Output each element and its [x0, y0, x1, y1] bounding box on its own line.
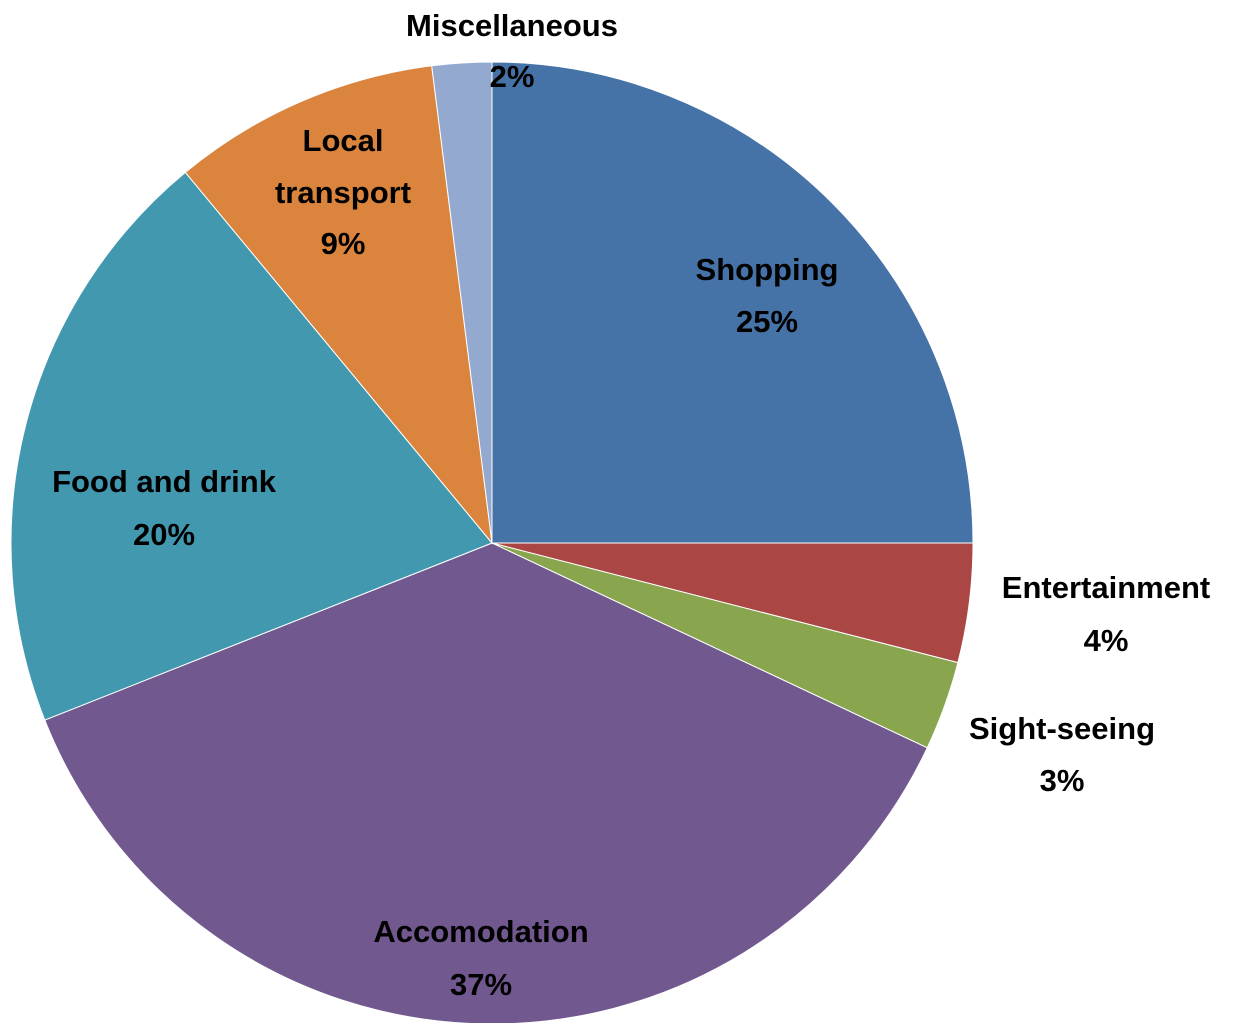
slice-label: Local transport — [275, 123, 411, 210]
pie-slice — [491, 61, 974, 544]
slice-label: Shopping — [696, 252, 839, 287]
pie-slice — [431, 61, 493, 544]
pie-slice — [184, 65, 493, 545]
slice-label-line: transport — [275, 175, 411, 210]
slice-label: Entertainment — [1002, 570, 1210, 605]
slice-value-label: 9% — [321, 226, 366, 261]
pie-slice — [44, 542, 928, 1023]
slice-label: Sight-seeing — [969, 711, 1155, 746]
slice-value-label: 4% — [1084, 623, 1129, 658]
slice-label: Accomodation — [373, 914, 588, 949]
pie-slice — [10, 171, 493, 721]
slice-value-label: 2% — [490, 59, 535, 94]
slice-value-label: 25% — [736, 304, 798, 339]
slice-value-label: 37% — [450, 967, 512, 1002]
slice-label: Miscellaneous — [406, 8, 618, 43]
slice-label-line: Local — [303, 123, 384, 158]
slice-value-label: 20% — [133, 517, 195, 552]
slice-label: Food and drink — [52, 464, 277, 499]
slice-value-label: 3% — [1040, 763, 1085, 798]
